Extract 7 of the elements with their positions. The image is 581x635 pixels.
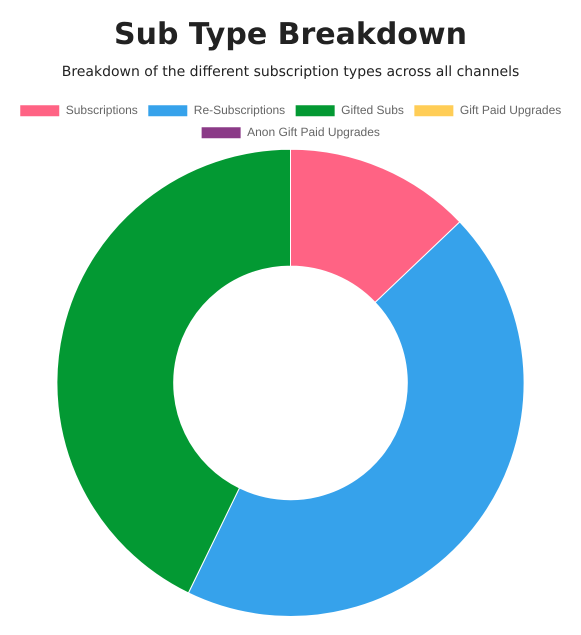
legend-label: Gifted Subs [341, 103, 404, 118]
chart-subtitle: Breakdown of the different subscription types across all channels [62, 64, 520, 80]
legend-label: Subscriptions [66, 103, 138, 118]
legend-label: Anon Gift Paid Upgrades [247, 125, 380, 140]
legend-label: Re-Subscriptions [194, 103, 286, 118]
legend-label: Gift Paid Upgrades [460, 103, 562, 118]
chart-title: Sub Type Breakdown [114, 16, 467, 52]
